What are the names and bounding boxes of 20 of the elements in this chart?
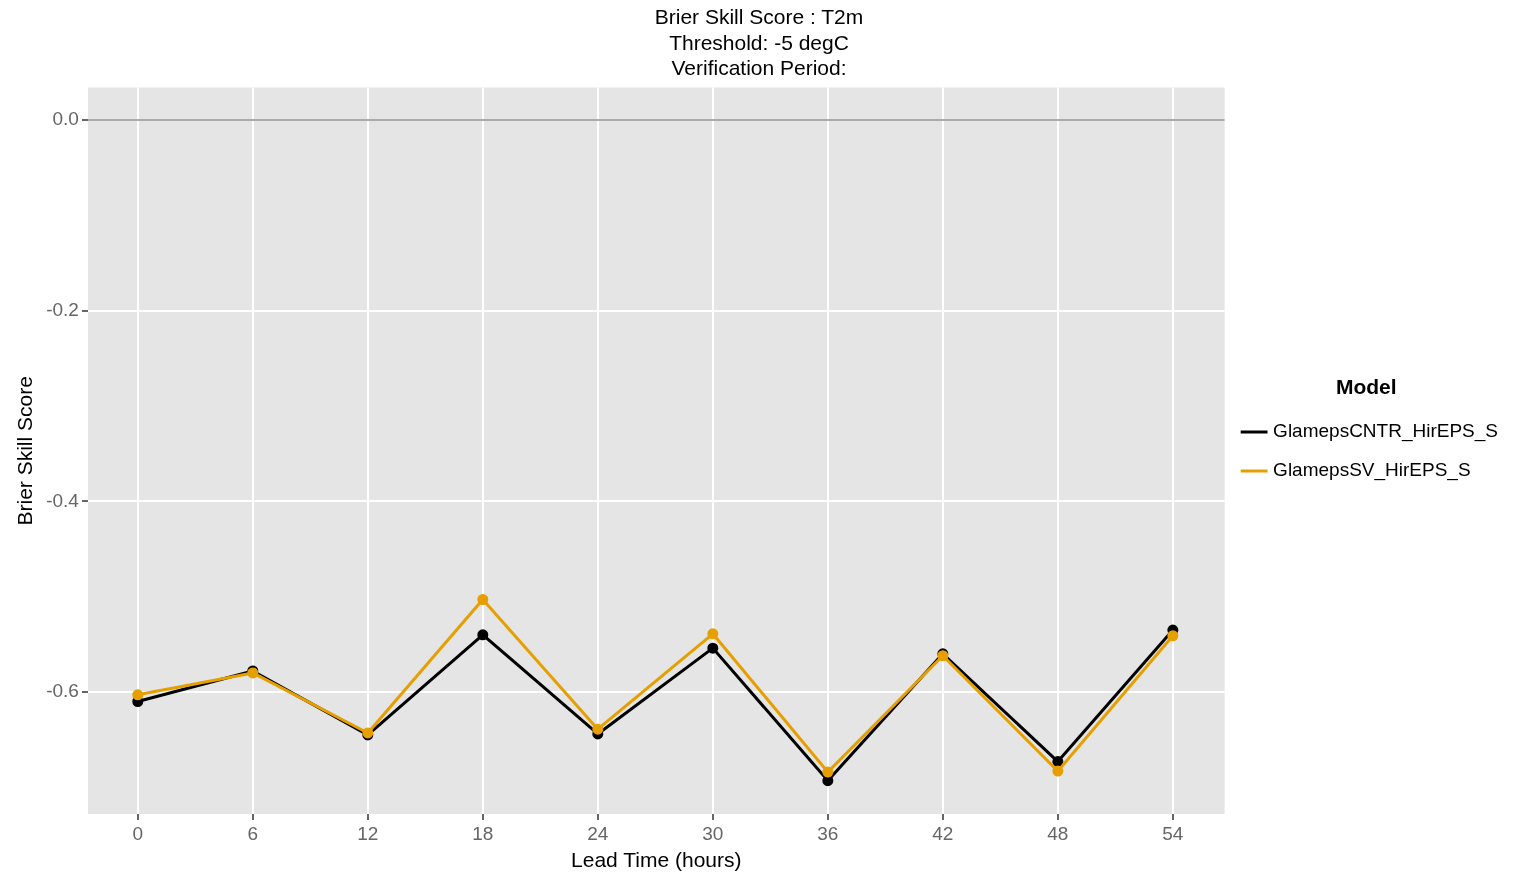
y-tick-label: 0.0 [52, 108, 79, 130]
legend-title: Model [1335, 374, 1397, 398]
y-axis-title: Brier Skill Score [13, 376, 37, 526]
x-tick-label: 48 [1047, 822, 1069, 844]
x-tick-label: 18 [472, 822, 494, 844]
x-tick-label: 0 [132, 822, 144, 844]
x-tick-label: 30 [702, 822, 724, 844]
legend-label: GlamepsSV_HirEPS_S [1273, 459, 1471, 482]
x-tick-label: 24 [587, 822, 609, 844]
chart-title: Brier Skill Score : T2m Threshold: -5 degC Verification Period: [654, 5, 864, 79]
x-tick-label: 42 [932, 822, 954, 844]
x-tick-label: 36 [817, 822, 839, 844]
y-tick-label: -0.4 [46, 489, 80, 511]
x-tick-label: 6 [247, 822, 259, 844]
x-tick-label: 12 [357, 822, 379, 844]
legend-label: GlamepsCNTR_HirEPS_S [1273, 420, 1499, 443]
y-tick-label: -0.6 [46, 680, 79, 702]
y-tick-label: -0.2 [46, 298, 79, 320]
x-tick-label: 54 [1162, 822, 1184, 844]
x-axis-title: Lead Time (hours) [571, 848, 742, 872]
